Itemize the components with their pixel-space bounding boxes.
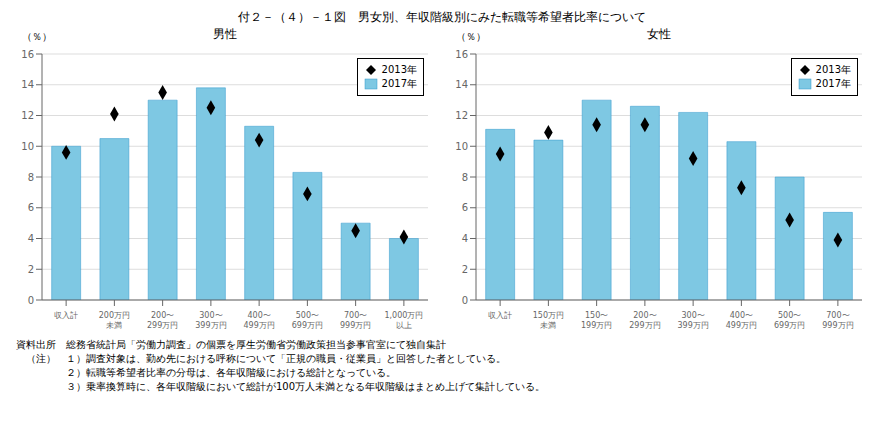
svg-text:2: 2 [28, 264, 34, 275]
html-text:2013年: 2013年 [815, 64, 851, 75]
svg-text:150万円未満: 150万円未満 [533, 311, 564, 330]
svg-text:0: 0 [28, 295, 34, 306]
svg-text:16: 16 [21, 49, 34, 60]
svg-text:14: 14 [455, 79, 468, 90]
svg-text:14: 14 [21, 79, 34, 90]
svg-text:200万円未満: 200万円未満 [99, 311, 130, 330]
svg-text:収入計: 収入計 [488, 311, 512, 320]
svg-text:0: 0 [462, 295, 468, 306]
svg-text:収入計: 収入計 [54, 311, 78, 320]
svg-text:12: 12 [21, 110, 34, 121]
html-text:２）転職等希望者比率の分母は、各年収階級における総計となって: ２）転職等希望者比率の分母は、各年収階級における総計となっている。 [16, 367, 396, 378]
svg-text:700〜999万円: 700〜999万円 [340, 311, 371, 330]
html-text:資料出所 総務省統計局「労働力調査」の個票を厚生労働省労働政: 資料出所 総務省統計局「労働力調査」の個票を厚生労働省労働政策担当参事官室にて独… [16, 339, 446, 350]
html-text:３）乗率換算時に、各年収階級において総計が100万人未満とな: ３）乗率換算時に、各年収階級において総計が100万人未満となる年収階級はまとめ上… [16, 381, 546, 392]
svg-text:700〜999万円: 700〜999万円 [822, 311, 853, 330]
svg-text:16: 16 [455, 49, 468, 60]
svg-text:8: 8 [462, 172, 468, 183]
svg-text:500〜699万円: 500〜699万円 [292, 311, 323, 330]
svg-text:12: 12 [455, 110, 468, 121]
html-text:2017年: 2017年 [815, 78, 851, 89]
svg-text:10: 10 [21, 141, 34, 152]
svg-text:400〜499万円: 400〜499万円 [243, 311, 274, 330]
html-text:（注） １）調査対象は、勤め先における呼称について「正規の職: （注） １）調査対象は、勤め先における呼称について「正規の職員・従業員」と回答し… [16, 353, 506, 364]
html-text:付２－（４）－１図 男女別、年収階級別にみた転職等希望者比率: 付２－（４）－１図 男女別、年収階級別にみた転職等希望者比率について [238, 10, 646, 24]
svg-text:300〜399万円: 300〜399万円 [677, 311, 708, 330]
svg-text:8: 8 [28, 172, 34, 183]
svg-text:4: 4 [462, 233, 468, 244]
html-text:2013年: 2013年 [381, 64, 417, 75]
svg-text:300〜399万円: 300〜399万円 [195, 311, 226, 330]
svg-text:200〜299万円: 200〜299万円 [629, 311, 660, 330]
svg-text:2: 2 [462, 264, 468, 275]
html-text:女性: 女性 [647, 27, 671, 41]
svg-text:200〜299万円: 200〜299万円 [147, 311, 178, 330]
svg-text:400〜499万円: 400〜499万円 [726, 311, 757, 330]
svg-text:1,000万円以上: 1,000万円以上 [384, 311, 423, 330]
svg-text:6: 6 [462, 202, 468, 213]
svg-text:500〜699万円: 500〜699万円 [774, 311, 805, 330]
svg-text:10: 10 [455, 141, 468, 152]
svg-text:4: 4 [28, 233, 34, 244]
svg-text:6: 6 [28, 202, 34, 213]
html-text:2017年: 2017年 [381, 78, 417, 89]
svg-text:150〜199万円: 150〜199万円 [581, 311, 612, 330]
html-text:男性: 男性 [213, 27, 237, 41]
